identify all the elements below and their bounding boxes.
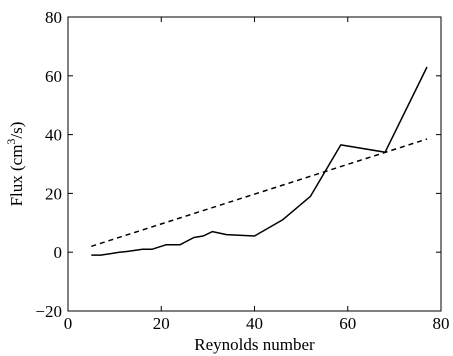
y-tick-label: 0 <box>54 243 63 262</box>
axis-ticks <box>67 16 442 312</box>
plot-area-frame <box>67 16 442 312</box>
y-tick-label: 80 <box>45 8 62 27</box>
y-tick-label: 40 <box>45 126 62 145</box>
y-tick-label: 20 <box>45 184 62 203</box>
x-tick-label: 40 <box>246 314 263 333</box>
y-axis-title: Flux (cm3/s) <box>4 122 26 207</box>
dashed-series-line <box>91 138 428 248</box>
y-tick-label: 60 <box>45 67 62 86</box>
x-tick-label: 60 <box>339 314 356 333</box>
y-tick-label: −20 <box>35 302 62 321</box>
y-axis-title-superscript: 3 <box>4 139 18 145</box>
series-lines <box>91 66 428 256</box>
x-tick-label: 0 <box>64 314 73 333</box>
y-axis-title-main: Flux (cm <box>7 145 26 207</box>
x-tick-label: 20 <box>153 314 170 333</box>
solid-series-line <box>91 66 428 256</box>
x-tick-label: 80 <box>433 314 450 333</box>
x-axis-title: Reynolds number <box>194 335 315 354</box>
y-axis-title-unit: /s) <box>7 122 26 139</box>
